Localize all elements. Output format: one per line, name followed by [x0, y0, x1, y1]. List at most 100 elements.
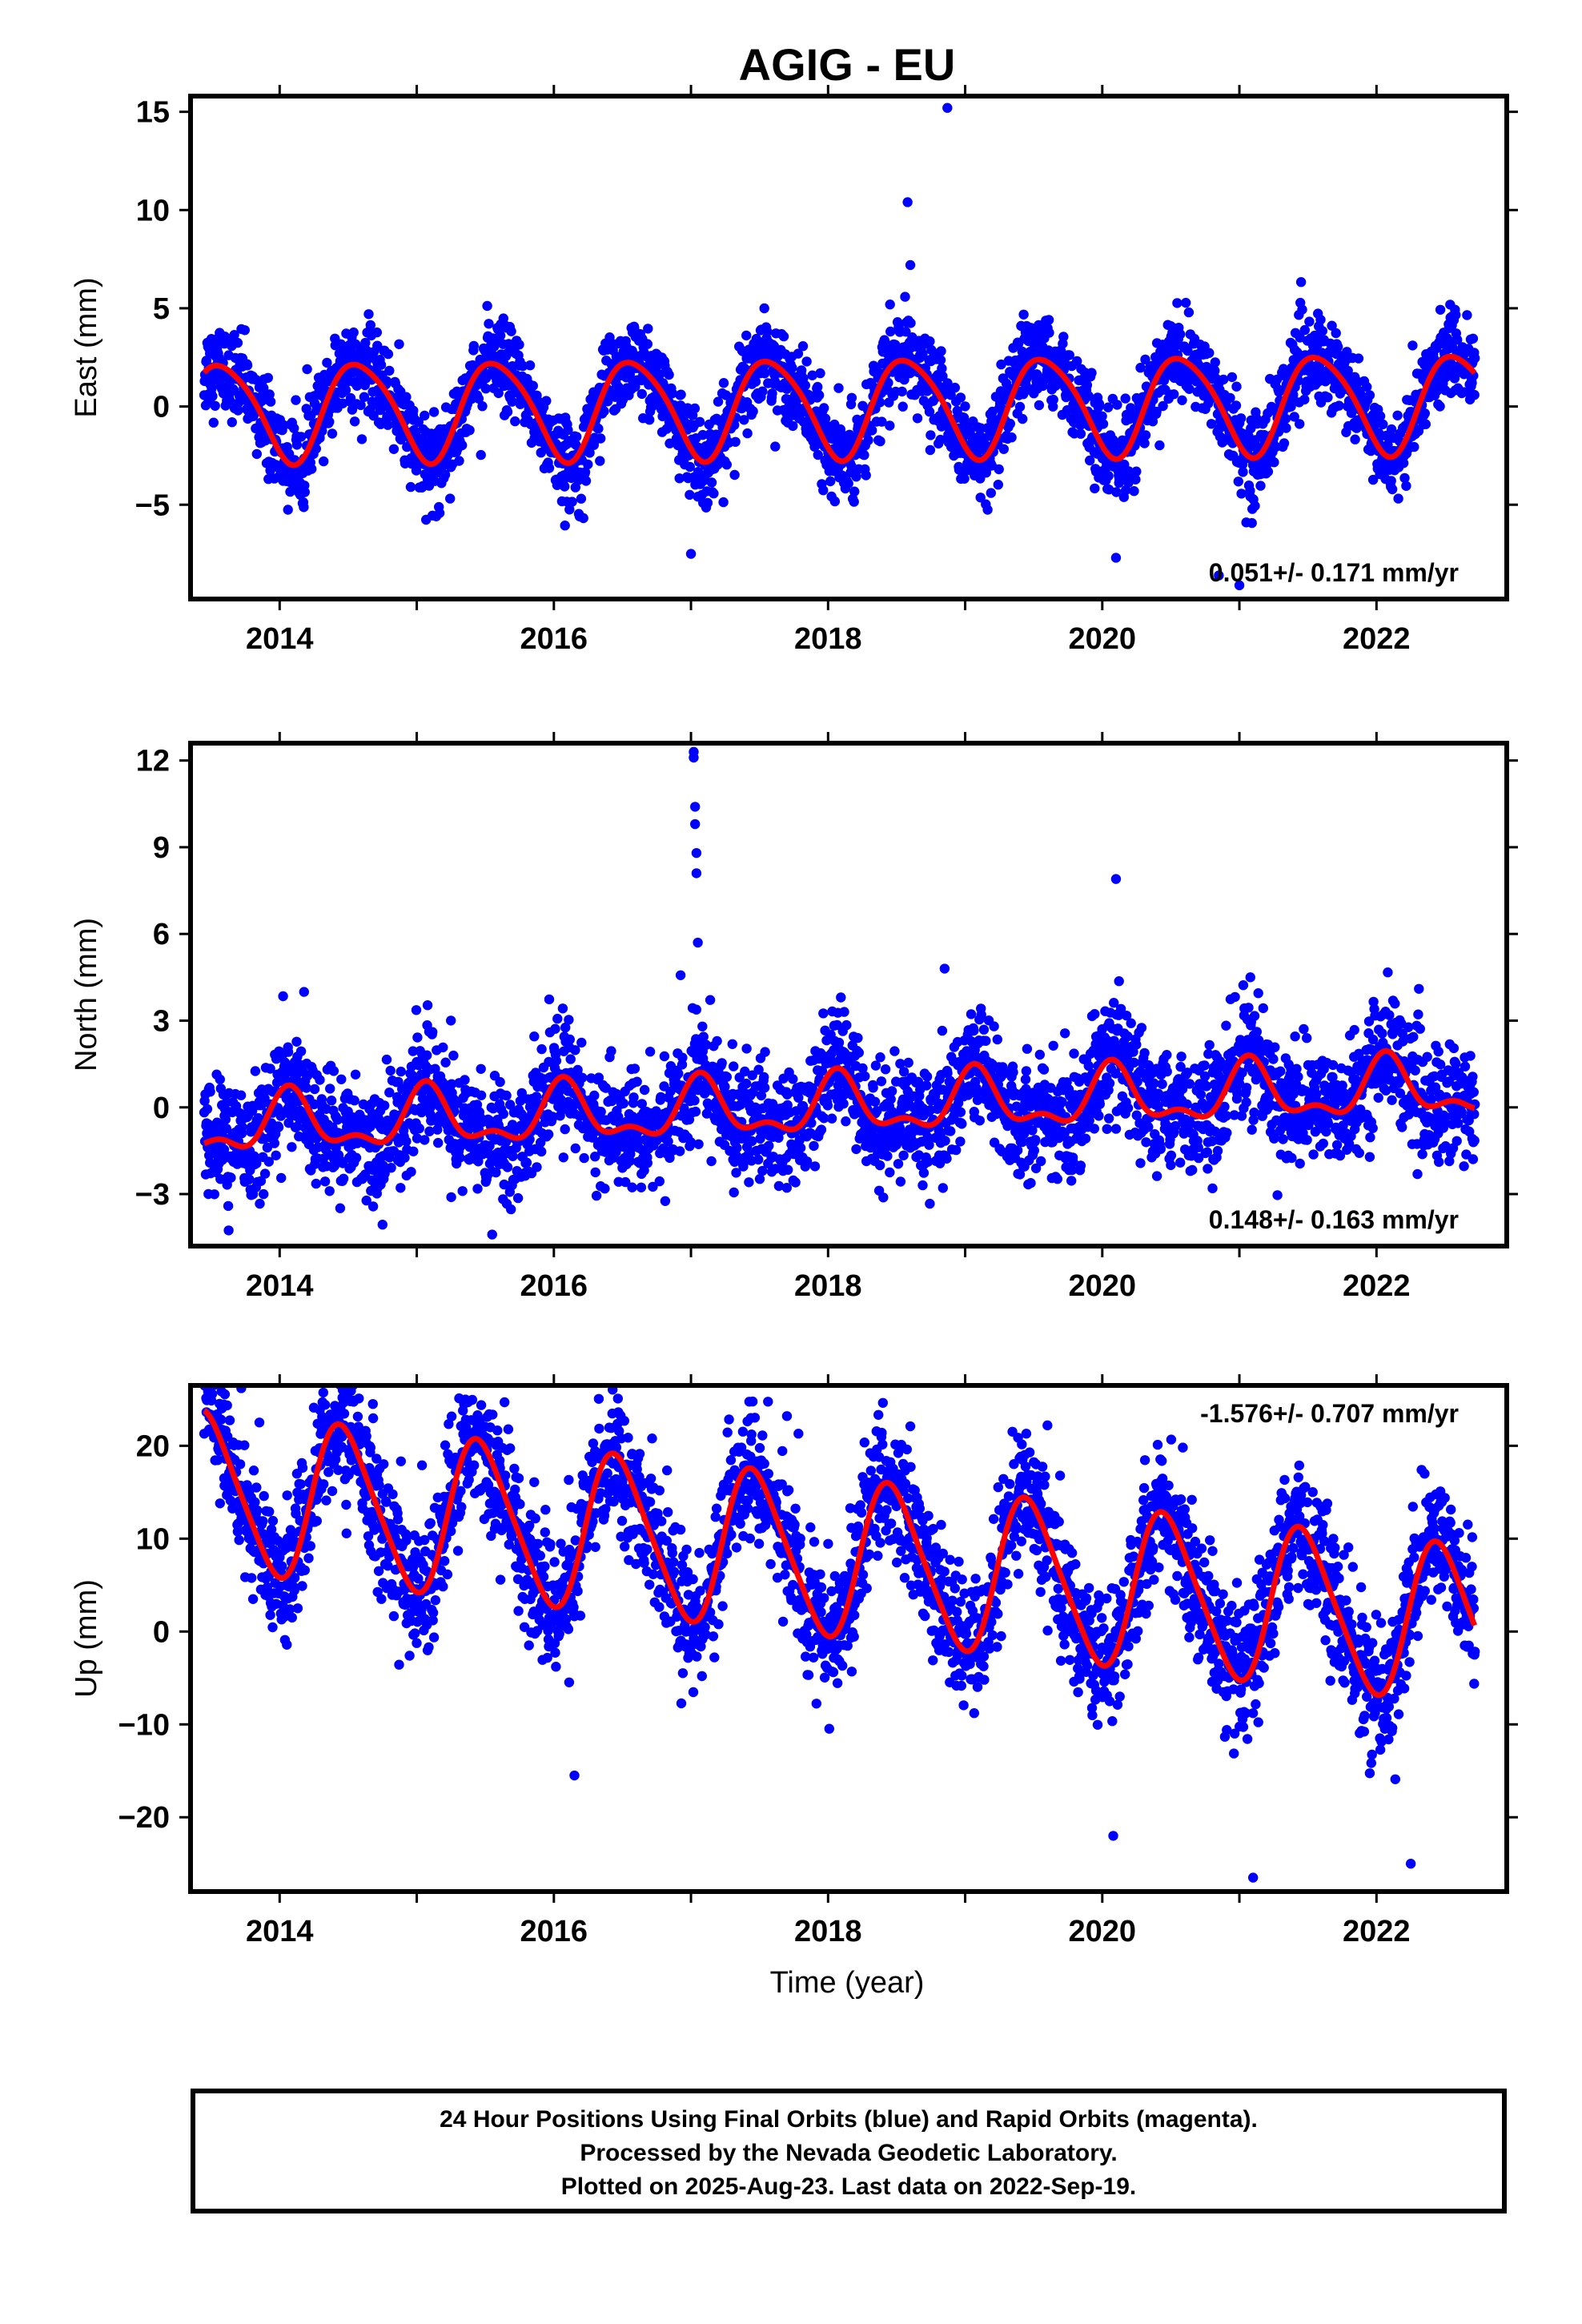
data-point	[706, 477, 717, 488]
data-point	[1263, 466, 1274, 477]
data-point	[1271, 374, 1283, 385]
data-point	[762, 326, 773, 337]
data-point	[1274, 387, 1284, 397]
data-point	[385, 1065, 396, 1076]
data-point	[937, 1025, 948, 1036]
data-point	[1409, 441, 1419, 452]
data-point	[457, 1186, 468, 1196]
data-point	[901, 327, 911, 337]
data-point	[697, 429, 708, 440]
data-point	[289, 423, 299, 433]
data-point	[770, 441, 781, 452]
data-point	[739, 415, 749, 425]
data-point	[729, 1061, 739, 1072]
data-point	[251, 448, 262, 460]
data-point	[917, 1180, 928, 1191]
data-point	[529, 1031, 540, 1042]
data-point	[729, 469, 740, 480]
data-point	[629, 1063, 640, 1074]
data-point	[757, 386, 768, 396]
data-point	[741, 1078, 752, 1089]
data-point	[315, 1075, 325, 1085]
data-point	[936, 346, 946, 356]
data-point	[351, 1152, 362, 1163]
data-point	[748, 406, 758, 416]
data-point	[208, 417, 219, 428]
rate-label: 0.051+/- 0.171 mm/yr	[1209, 558, 1459, 587]
data-point	[1210, 357, 1221, 368]
data-point	[482, 300, 492, 312]
data-point	[396, 1066, 406, 1077]
data-point	[924, 406, 935, 417]
data-point	[942, 1153, 952, 1164]
data-point	[1175, 329, 1186, 340]
data-point	[636, 388, 647, 400]
data-point	[472, 1184, 483, 1194]
data-point	[759, 1083, 770, 1093]
data-point	[319, 456, 329, 467]
data-point	[853, 1047, 865, 1058]
data-point	[386, 1163, 396, 1173]
data-point	[759, 1072, 769, 1083]
data-point	[946, 1126, 956, 1136]
outlier-point	[905, 259, 916, 271]
data-point	[759, 368, 770, 379]
data-point	[632, 1076, 642, 1087]
data-point	[1183, 307, 1195, 318]
data-point	[1420, 419, 1431, 429]
data-point	[242, 360, 253, 371]
data-point	[1227, 372, 1238, 383]
data-point	[552, 1013, 563, 1024]
data-point	[778, 331, 789, 342]
data-point	[800, 380, 810, 391]
data-point	[841, 1116, 851, 1127]
data-point	[664, 369, 674, 380]
figure-title: AGIG - EU	[739, 39, 956, 90]
data-point	[1123, 466, 1134, 476]
data-point	[1018, 413, 1028, 424]
data-point	[918, 1168, 930, 1178]
data-point	[675, 1146, 685, 1156]
data-point	[691, 1004, 701, 1015]
data-point	[921, 1072, 933, 1082]
data-point	[563, 424, 573, 436]
data-point	[264, 389, 275, 400]
data-point	[295, 1046, 307, 1057]
data-point	[1392, 410, 1403, 420]
data-point	[394, 339, 404, 349]
data-point	[408, 1146, 419, 1157]
data-point	[335, 1203, 346, 1213]
data-point	[642, 1158, 652, 1168]
data-point	[998, 444, 1010, 454]
data-point	[994, 464, 1004, 475]
data-point	[791, 400, 801, 411]
data-point	[793, 348, 804, 359]
data-point	[291, 440, 303, 450]
data-point	[1315, 315, 1326, 325]
data-point	[958, 412, 970, 423]
data-point	[1225, 392, 1235, 404]
data-point	[905, 318, 916, 328]
data-point	[816, 1124, 827, 1135]
data-point	[741, 330, 752, 341]
data-point	[1102, 402, 1114, 412]
data-point	[276, 1172, 287, 1184]
data-point	[564, 1015, 574, 1025]
data-point	[322, 357, 332, 368]
data-point	[952, 405, 962, 416]
data-point	[457, 440, 468, 451]
data-point	[674, 473, 685, 484]
data-point	[702, 497, 713, 509]
data-point	[209, 1189, 219, 1200]
data-point	[498, 1108, 508, 1120]
data-point	[325, 1084, 335, 1094]
data-point	[232, 337, 243, 348]
data-point	[1288, 389, 1299, 400]
data-point	[986, 488, 997, 498]
data-point	[477, 401, 488, 412]
data-point	[1235, 413, 1247, 424]
data-point	[396, 434, 406, 445]
data-point	[1255, 480, 1266, 491]
data-point	[514, 340, 524, 350]
data-point	[205, 1087, 215, 1097]
